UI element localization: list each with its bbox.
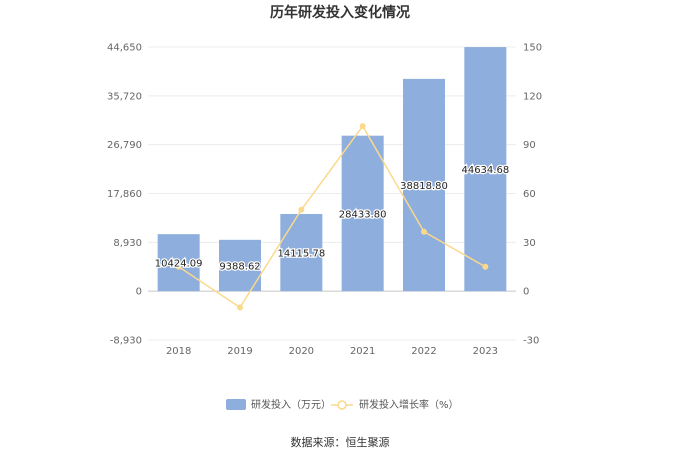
bar [280, 213, 323, 292]
x-tick-label: 2018 [166, 346, 191, 357]
source-note: 数据来源：恒生聚源 [291, 435, 390, 449]
bar-data-label: 38818.80 [400, 181, 448, 192]
right-tick-label: 30 [523, 238, 536, 249]
x-tick-label: 2021 [350, 346, 375, 357]
right-tick-label: 90 [523, 140, 536, 151]
x-tick-label: 2022 [411, 346, 436, 357]
left-tick-label: 0 [136, 287, 142, 298]
bar-data-label: 9388.62 [219, 261, 260, 272]
right-tick-label: 60 [523, 189, 536, 200]
left-tick-label: 26,790 [107, 140, 142, 151]
left-tick-label: 44,650 [107, 43, 142, 54]
bar-data-label: 10424.09 [155, 259, 203, 270]
x-tick-label: 2020 [289, 346, 314, 357]
right-axis: -30 0 30 60 90 120 150 [523, 43, 542, 347]
grid-lines [148, 46, 516, 341]
bar-series [157, 47, 507, 292]
right-tick-label: 150 [523, 43, 542, 54]
line-point [359, 123, 366, 130]
bar [157, 234, 200, 292]
right-tick-label: 0 [523, 287, 529, 298]
line-point [175, 263, 182, 270]
bar-data-label: 44634.68 [461, 165, 509, 176]
legend-line-label: 研发投入增长率（%） [359, 398, 459, 411]
line-point [298, 206, 305, 213]
line-point [421, 228, 427, 235]
bar [341, 135, 384, 292]
x-tick-label: 2019 [227, 346, 252, 357]
left-axis: -8,930 0 8,930 17,860 26,790 35,720 44,650 [107, 43, 142, 347]
legend-line-marker [337, 400, 347, 410]
legend-bar-label: 研发投入（万元） [251, 398, 331, 411]
left-tick-label: 17,860 [107, 189, 142, 200]
bar-data-labels: 10424.09 9388.62 14115.78 28433.80 38818.80 4… [154, 164, 511, 274]
left-tick-label: 35,720 [107, 91, 142, 102]
right-tick-label: 120 [523, 91, 542, 102]
bar-data-label: 14115.78 [277, 249, 325, 260]
right-tick-label: -30 [523, 336, 539, 347]
growth-line [178, 124, 486, 309]
bar [464, 47, 507, 292]
chart-title: 历年研发投入变化情况 [270, 4, 410, 21]
x-axis: 2018 2019 2020 2021 2022 2023 [166, 346, 498, 357]
line-series [175, 123, 489, 311]
left-tick-label: -8,930 [110, 336, 142, 347]
bar [403, 78, 445, 292]
legend-bar-swatch [226, 399, 246, 410]
bar [219, 239, 261, 292]
line-point [237, 304, 243, 311]
x-tick-label: 2023 [473, 346, 498, 357]
legend: 研发投入（万元） 研发投入增长率（%） [226, 398, 459, 411]
line-point [482, 263, 489, 270]
left-tick-label: 8,930 [113, 238, 142, 249]
bar-data-label: 28433.80 [339, 209, 387, 220]
